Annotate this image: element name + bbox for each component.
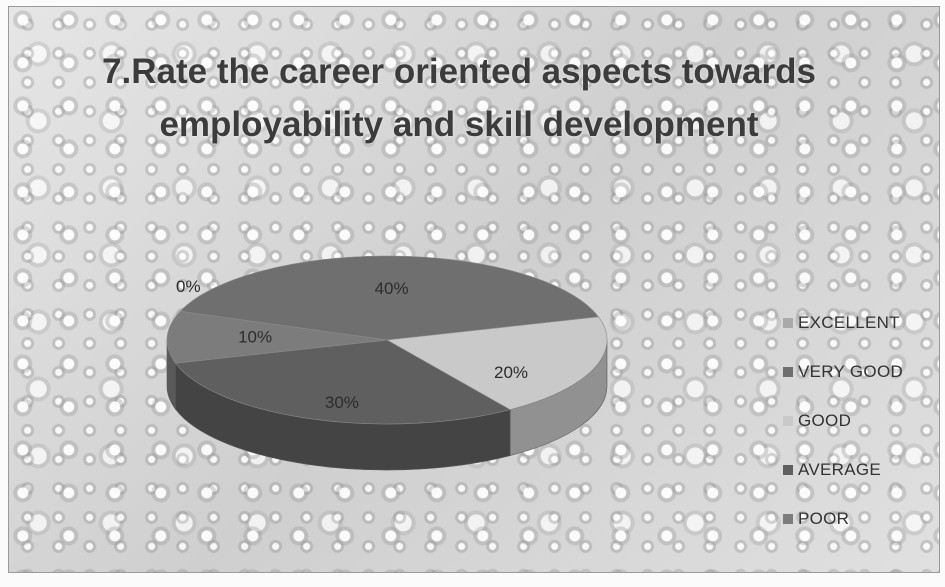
- pie-plot-area: [166, 255, 608, 471]
- legend-item-good: GOOD: [783, 396, 933, 445]
- legend-label: AVERAGE: [798, 459, 882, 479]
- legend-item-excellent: EXCELLENT: [783, 298, 933, 347]
- slice-labels: 0% 40% 20% 30% 10%: [176, 277, 528, 412]
- pie-slice-good: [386, 316, 608, 410]
- chart-title: 7.Rate the career oriented aspects towar…: [102, 52, 816, 144]
- pie-slice-poor: [166, 310, 388, 364]
- legend-swatch: [783, 464, 793, 475]
- pie-chart: 0% 40% 20% 30% 10%: [166, 255, 608, 471]
- legend-item-poor: POOR: [783, 494, 933, 543]
- legend-label: GOOD: [798, 410, 852, 430]
- slice-label-poor: 10%: [238, 328, 272, 347]
- legend-label: POOR: [798, 508, 850, 528]
- legend-item-very-good: VERY GOOD: [783, 347, 933, 396]
- legend-swatch: [783, 317, 793, 328]
- slice-label-average: 30%: [325, 393, 359, 412]
- slice-label-good: 20%: [494, 363, 528, 382]
- legend-swatch: [783, 415, 793, 426]
- slice-label-excellent: 0%: [176, 277, 201, 296]
- slice-label-very-good: 40%: [375, 279, 409, 298]
- legend-swatch: [783, 366, 793, 377]
- legend-item-average: AVERAGE: [783, 445, 933, 494]
- chart-legend: EXCELLENT VERY GOOD GOOD AVERAGE POOR: [783, 298, 933, 543]
- pie-slice-average: [174, 339, 511, 425]
- legend-label: EXCELLENT: [798, 312, 900, 332]
- pie-slice-very-good: [179, 255, 600, 341]
- chart-card: 7.Rate the career oriented aspects towar…: [8, 6, 940, 573]
- legend-swatch: [783, 513, 793, 524]
- legend-label: VERY GOOD: [798, 361, 904, 381]
